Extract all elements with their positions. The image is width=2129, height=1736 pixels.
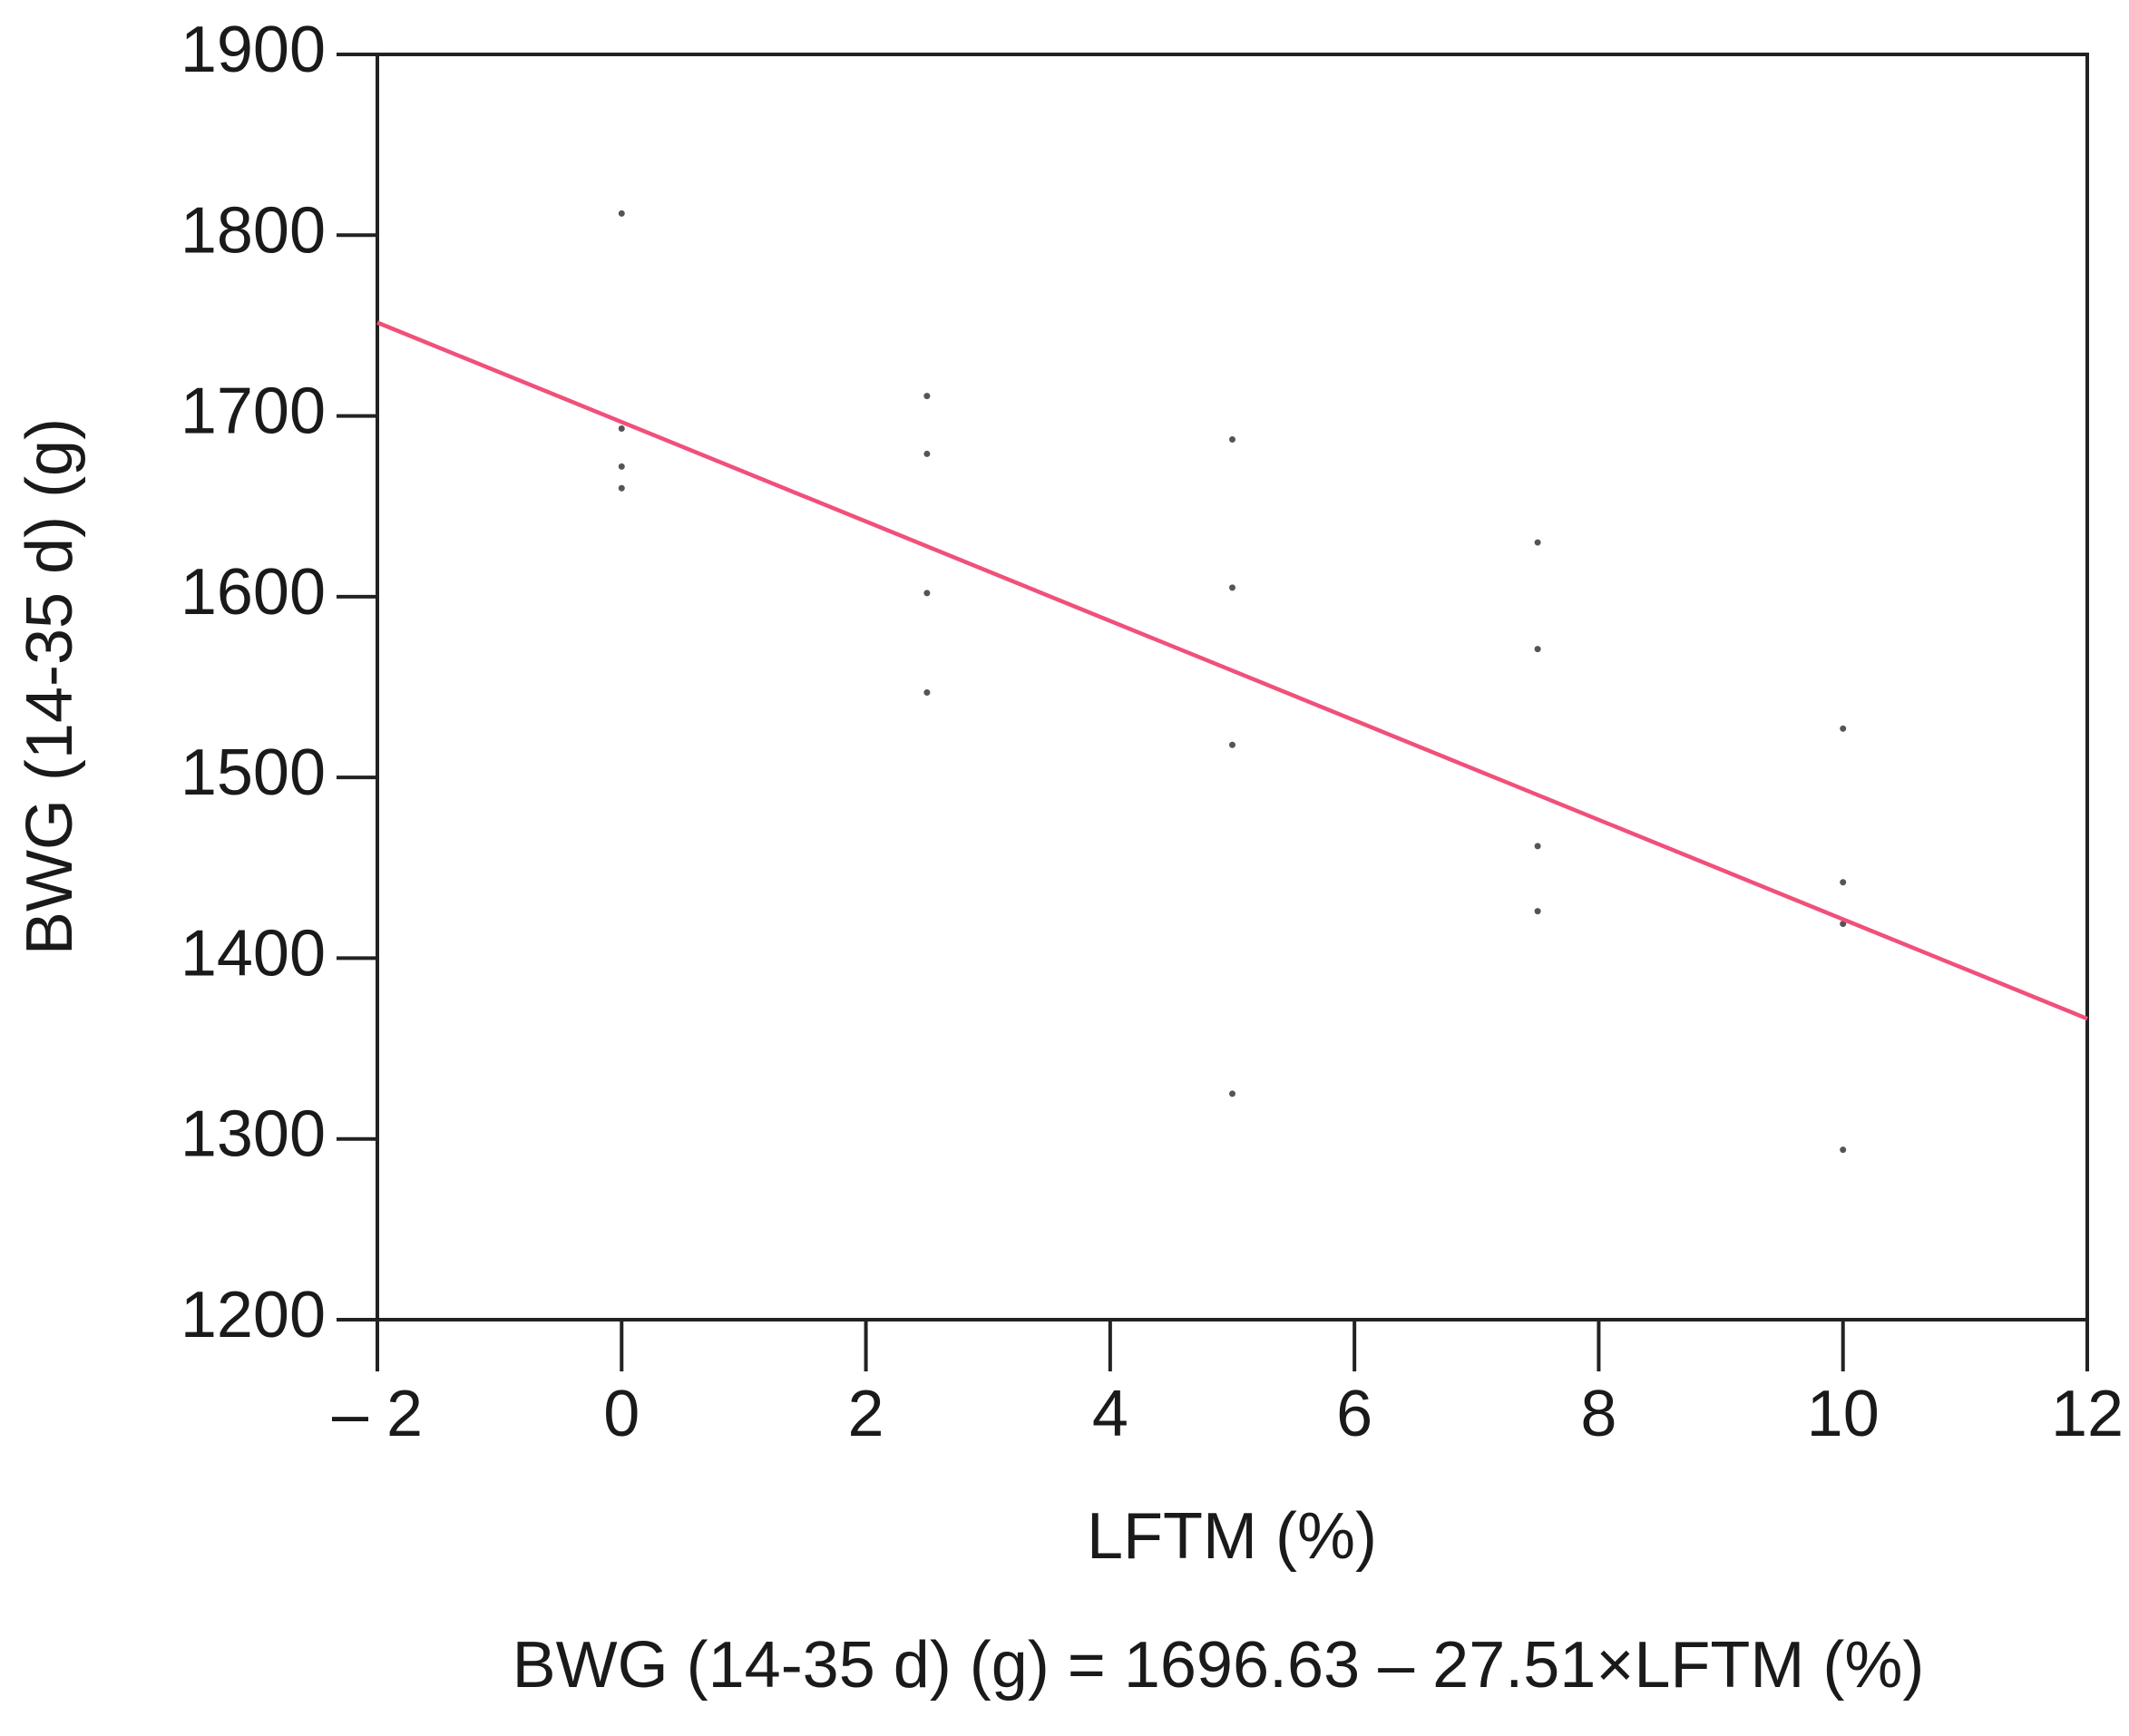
- data-point: [923, 590, 931, 597]
- x-tick-label: 4: [1092, 1378, 1128, 1450]
- data-point: [1534, 843, 1541, 850]
- plot-frame: [376, 53, 2089, 1322]
- data-point: [618, 425, 625, 433]
- x-tick-label: 2: [848, 1378, 884, 1450]
- data-point: [1534, 646, 1541, 653]
- y-axis-label: BWG (14-35 d) (g): [14, 418, 86, 955]
- x-tick-label: 8: [1580, 1378, 1616, 1450]
- data-point: [618, 463, 625, 470]
- x-tick-label: 10: [1807, 1378, 1880, 1450]
- data-point: [1229, 1090, 1235, 1097]
- data-point: [923, 450, 931, 457]
- data-point: [618, 484, 625, 492]
- x-tick-label: 12: [2051, 1378, 2124, 1450]
- data-point: [923, 393, 931, 400]
- y-tick-label: 1800: [181, 194, 326, 267]
- data-point: [1534, 908, 1541, 915]
- x-tick-label: 6: [1336, 1378, 1372, 1450]
- data-point: [1840, 1146, 1847, 1154]
- y-tick-label: 1900: [181, 14, 326, 86]
- data-point: [1229, 435, 1235, 443]
- data-point: [1229, 584, 1235, 591]
- y-tick-label: 1200: [181, 1279, 326, 1351]
- y-tick-label: 1400: [181, 917, 326, 990]
- fit-line: [376, 320, 2088, 1021]
- data-point: [618, 210, 625, 217]
- y-tick-label: 1500: [181, 736, 326, 809]
- data-point: [923, 688, 931, 696]
- data-point: [1229, 741, 1235, 748]
- y-tick-label: 1700: [181, 375, 326, 448]
- y-tick-label: 1300: [181, 1098, 326, 1171]
- equation: BWG (14-35 d) (g) = 1696.63 – 27.51×LFTM…: [513, 1629, 1925, 1702]
- data-point: [1534, 539, 1541, 546]
- x-axis-label: LFTM (%): [1087, 1500, 1377, 1573]
- data-point: [1840, 725, 1847, 732]
- y-tick-label: 1600: [181, 556, 326, 629]
- data-point: [1840, 921, 1847, 928]
- x-tick-label: 0: [603, 1378, 640, 1450]
- data-point: [1840, 879, 1847, 886]
- x-tick-label: – 2: [332, 1378, 423, 1450]
